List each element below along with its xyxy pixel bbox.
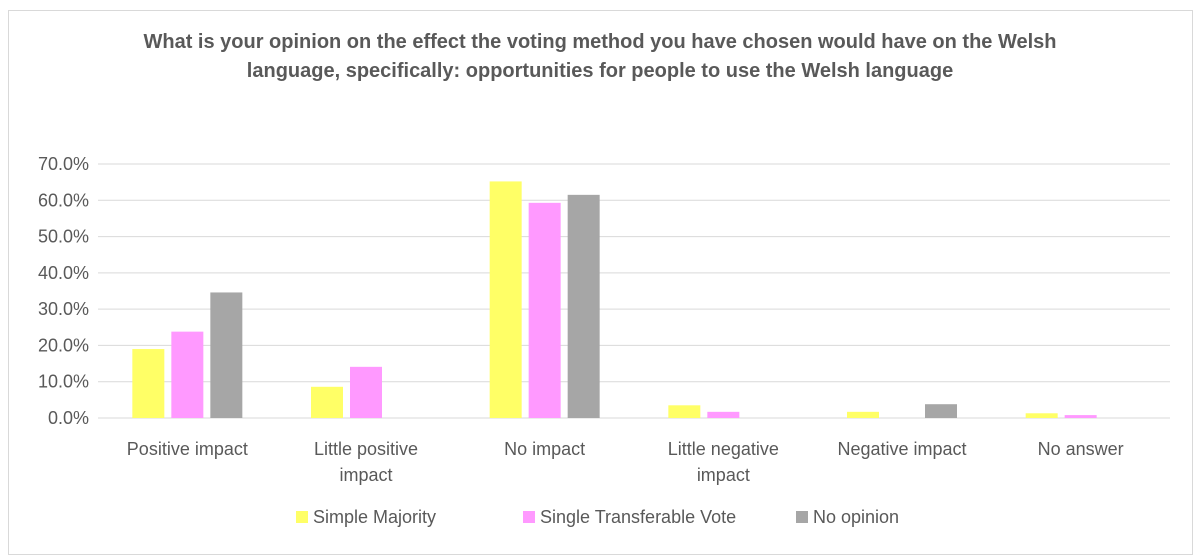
x-category-label-line: Positive impact (127, 439, 248, 459)
x-category-label-line: Negative impact (837, 439, 966, 459)
x-category-label: Little negative impact (668, 439, 779, 485)
legend-label: Single Transferable Vote (540, 507, 736, 527)
x-category-label: Positive impact (127, 439, 248, 459)
bar (1025, 413, 1058, 418)
legend-label: Simple Majority (313, 507, 436, 527)
x-axis: Positive impact Little positive impact No i… (127, 439, 1124, 485)
x-category-label-line: Little positive (314, 439, 418, 459)
y-tick-label: 50.0% (38, 227, 89, 247)
x-category-label: No answer (1038, 439, 1124, 459)
x-category-label-line: Little negative (668, 439, 779, 459)
bar (1064, 415, 1097, 418)
y-tick-label: 0.0% (48, 408, 89, 428)
x-category-label: Little positive impact (314, 439, 418, 485)
chart-title: What is your opinion on the effect the v… (143, 31, 1057, 82)
x-category-label: Negative impact (837, 439, 966, 459)
legend-swatch (796, 511, 808, 523)
bar (311, 386, 343, 418)
legend: Simple Majority Single Transferable Vote N… (296, 507, 899, 527)
x-category-label-line: impact (339, 465, 392, 485)
x-category-label-line: impact (697, 465, 750, 485)
gridlines (98, 163, 1170, 419)
bar (668, 405, 701, 418)
bars (132, 181, 1097, 418)
legend-swatch (523, 511, 535, 523)
bar (132, 349, 165, 418)
bar (350, 366, 382, 418)
y-tick-label: 20.0% (38, 335, 89, 355)
bar (567, 194, 600, 418)
y-tick-label: 70.0% (38, 154, 89, 174)
legend-swatch (296, 511, 308, 523)
bar (171, 331, 204, 418)
y-tick-label: 10.0% (38, 372, 89, 392)
legend-label: No opinion (813, 507, 899, 527)
bar (528, 202, 561, 418)
chart-frame (8, 10, 1193, 555)
y-tick-label: 30.0% (38, 299, 89, 319)
y-tick-label: 60.0% (38, 190, 89, 210)
bar (707, 411, 740, 418)
y-tick-label: 40.0% (38, 263, 89, 283)
bar (210, 292, 243, 418)
bar (489, 181, 522, 418)
x-category-label: No impact (504, 439, 585, 459)
x-category-label-line: No answer (1038, 439, 1124, 459)
bar (847, 411, 879, 418)
y-axis: 0.0% 10.0% 20.0% 30.0% 40.0% 50.0% 60.0% 70.0% (38, 154, 1170, 428)
x-category-label-line: No impact (504, 439, 585, 459)
bar (925, 404, 957, 418)
